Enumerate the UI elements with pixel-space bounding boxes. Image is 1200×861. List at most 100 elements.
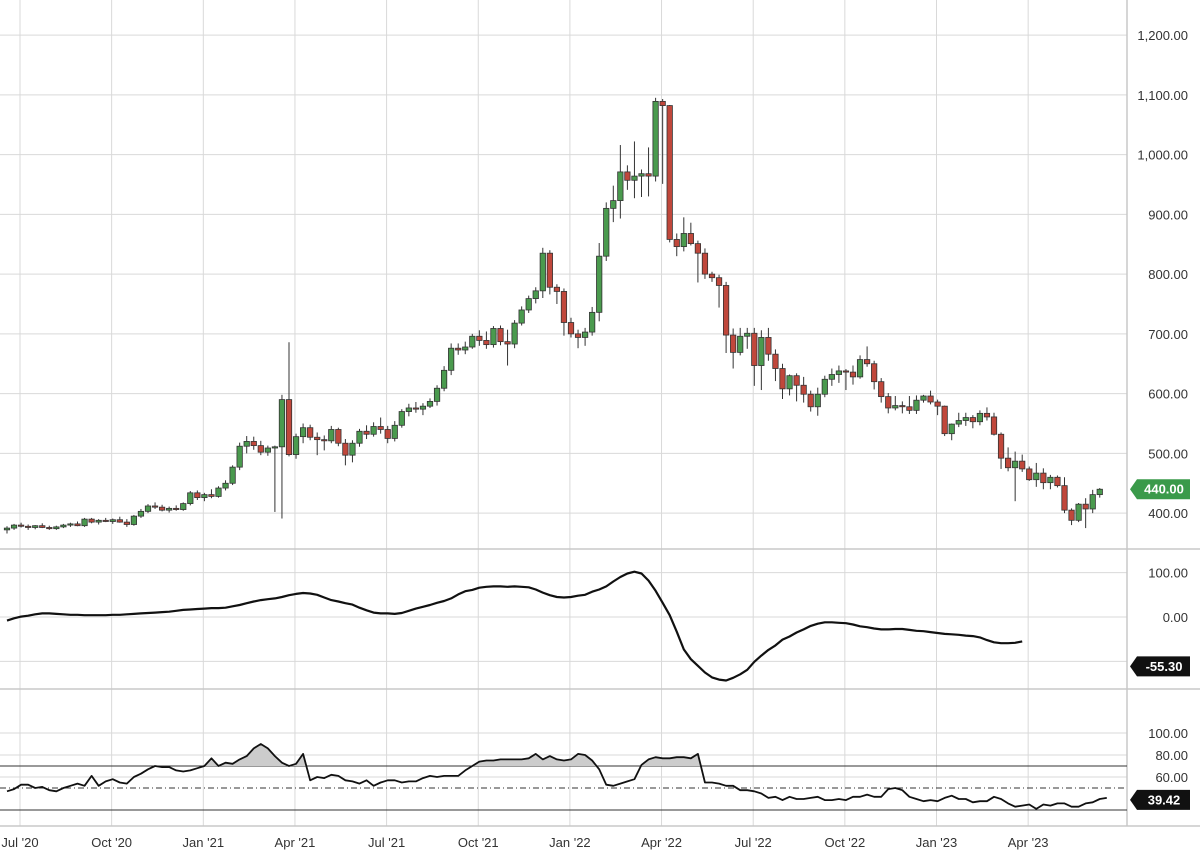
candle: [532, 287, 539, 304]
momentum-line: [6, 570, 1023, 682]
candle: [1096, 488, 1103, 498]
candle: [462, 341, 469, 355]
candle-body-up: [617, 171, 624, 201]
candle: [1040, 468, 1047, 490]
candle: [10, 523, 18, 530]
price-last-value-badge: 440.00: [1130, 479, 1190, 500]
candle: [1026, 466, 1033, 481]
price-y-tick-label: 800.00: [1148, 267, 1188, 282]
candle-body-up: [81, 518, 88, 527]
x-tick-label: Apr '22: [641, 835, 682, 850]
candle: [3, 526, 11, 534]
candle: [321, 435, 328, 451]
candle: [412, 401, 420, 413]
candle-body-down: [17, 524, 25, 527]
candle: [666, 104, 673, 243]
candle-body-up: [130, 515, 137, 525]
candle: [299, 423, 307, 444]
candle: [603, 202, 610, 261]
candle: [892, 396, 899, 411]
candle: [560, 288, 568, 336]
candle-body-up: [744, 332, 751, 337]
candle-body-up: [222, 482, 229, 489]
candle-body-up: [349, 442, 356, 456]
candle: [652, 97, 659, 182]
value-badges: 440.00 -55.30 39.42: [1130, 479, 1190, 810]
candle-body-up: [433, 387, 441, 402]
oscillator-line: [6, 743, 1107, 810]
candle: [539, 247, 546, 299]
candle-body-down: [546, 252, 553, 288]
candle-body-up: [1089, 494, 1096, 510]
candle: [497, 325, 504, 346]
candle-body-up: [786, 375, 793, 390]
candle-body-down: [666, 105, 673, 240]
candle: [201, 492, 208, 502]
candle-body-down: [694, 243, 702, 254]
candle: [151, 502, 159, 509]
x-tick-label: Jul '22: [735, 835, 772, 850]
candle: [955, 412, 962, 428]
price-y-tick-label: 1,000.00: [1137, 148, 1188, 163]
candle: [342, 439, 349, 466]
candle-body-up: [236, 445, 243, 468]
candle-body-down: [687, 233, 694, 245]
candle-body-up: [1012, 460, 1019, 469]
candle: [976, 410, 984, 426]
candle: [553, 284, 561, 304]
candle-body-down: [158, 506, 166, 511]
candle: [927, 390, 934, 405]
candle: [419, 403, 427, 416]
candle: [17, 522, 25, 528]
candle-body-up: [3, 527, 11, 531]
candle: [786, 374, 793, 396]
price-panel: [3, 97, 1103, 534]
candle: [856, 355, 864, 379]
oscillator-y-tick-label: 60.00: [1155, 770, 1188, 785]
candle-body-up: [539, 252, 546, 292]
oscillator-last-value-badge: 39.42: [1130, 789, 1190, 810]
candle: [426, 398, 434, 408]
candle: [673, 233, 680, 257]
candle-body-up: [948, 423, 955, 435]
candle-body-down: [504, 341, 511, 345]
candle-body-down: [250, 441, 257, 447]
candle-body-down: [342, 442, 349, 456]
candle: [1033, 462, 1040, 487]
candle-body-down: [123, 521, 130, 525]
candle-body-down: [194, 492, 201, 499]
candle: [123, 519, 130, 527]
candle: [737, 327, 744, 356]
candle-body-down: [878, 381, 885, 398]
candle: [596, 243, 603, 322]
candle: [81, 517, 88, 527]
candle: [243, 436, 250, 454]
candle: [567, 317, 575, 338]
candle-body-down: [624, 171, 631, 181]
grid: [0, 0, 1200, 827]
candle-body-up: [229, 466, 236, 484]
candle-body-up: [469, 335, 476, 348]
candle-body-down: [314, 436, 321, 441]
candle: [349, 440, 356, 463]
candle-body-up: [10, 524, 18, 529]
candle-body-up: [821, 378, 828, 395]
candle-body-down: [321, 439, 328, 442]
candle-body-down: [864, 359, 871, 365]
price-last-value-badge-text: 440.00: [1144, 482, 1184, 497]
price-last-value-badge-shape: [1130, 479, 1190, 500]
candle-body-up: [292, 436, 300, 455]
candle-body-down: [574, 333, 582, 338]
candle: [1019, 454, 1026, 472]
candle: [370, 422, 377, 437]
oscillator-overbought-fill: [218, 744, 289, 766]
candle: [1012, 451, 1019, 502]
candle-body-up: [187, 492, 194, 504]
candle: [997, 432, 1005, 469]
candle: [814, 387, 821, 416]
candle-body-down: [673, 239, 680, 248]
candle: [194, 490, 201, 500]
x-tick-label: Jan '23: [916, 835, 958, 850]
candle: [617, 145, 624, 219]
